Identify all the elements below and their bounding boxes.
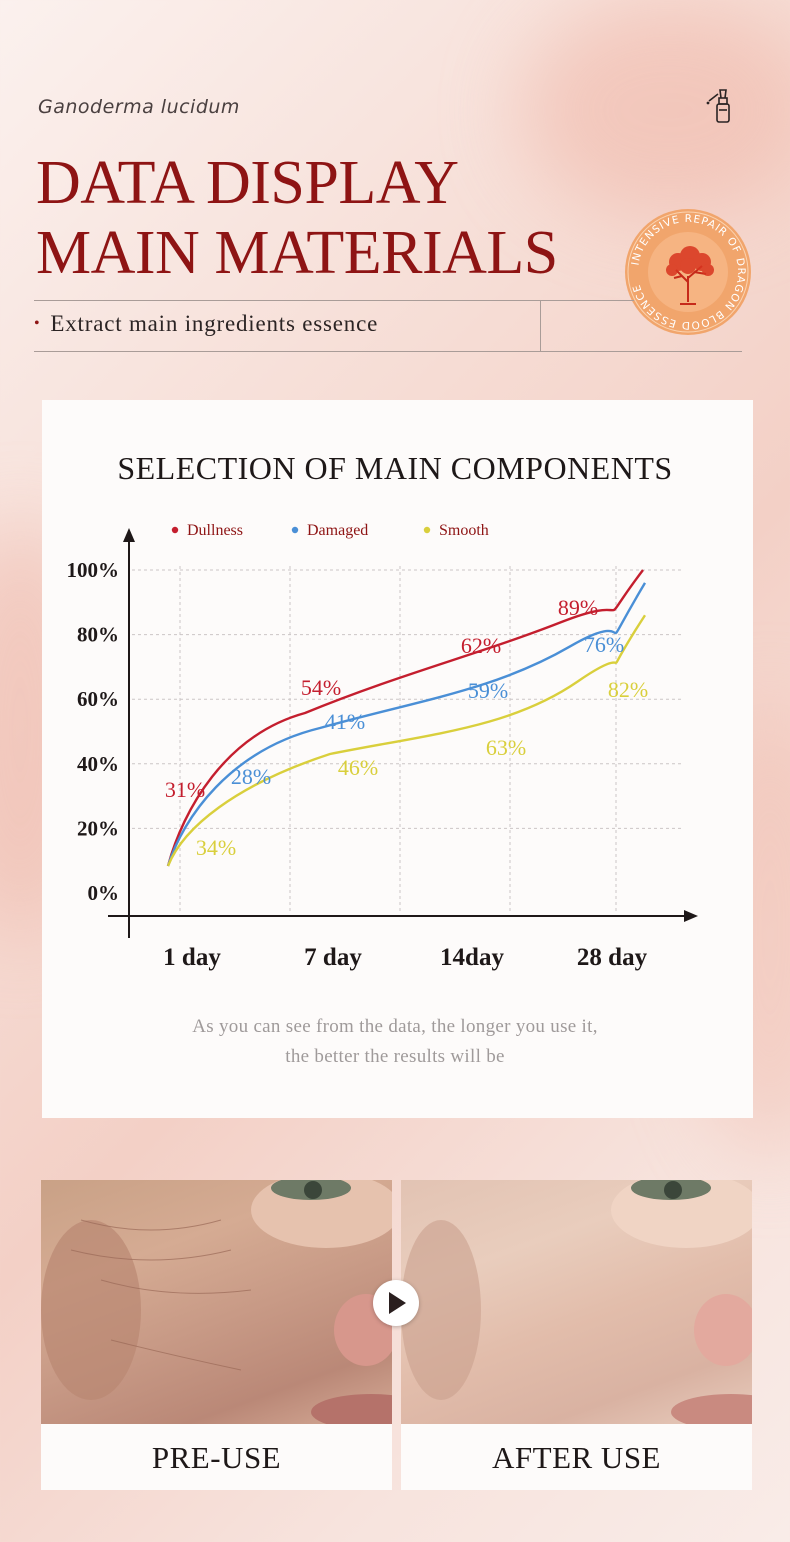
data-label-dullness: 62% [461,633,501,658]
y-tick-label: 60% [77,687,119,711]
subtitle: • Extract main ingredients essence [34,311,379,336]
dragon-blood-seal: INTENSIVE REPAIR OF DRAGON BLOOD ESSENCE [625,209,751,335]
legend-dot-smooth [423,526,431,534]
legend-label-smooth: Smooth [439,522,489,539]
data-label-damaged: 76% [584,632,624,657]
data-label-damaged: 41% [325,709,365,734]
data-label-smooth: 34% [196,835,236,860]
after-label: AFTER USE [492,1440,661,1475]
chart-title: SELECTION OF MAIN COMPONENTS [117,450,673,486]
legend-dot-damaged [291,526,299,534]
chart-panel [42,400,753,1118]
divider-bottom [34,351,742,352]
after-label-box [401,1424,752,1490]
series-line-damaged [166,582,647,867]
compare-play-button[interactable] [373,1280,419,1326]
divider-vertical [540,300,541,352]
brand-tagline: Ganoderma lucidum [38,96,240,118]
series-line-smooth [166,614,647,867]
legend-label-damaged: Damaged [307,522,368,539]
tree-icon [673,265,707,305]
divider-top [34,300,634,301]
caption-line1: As you can see from the data, the longer… [192,1016,598,1037]
x-tick-label: 7 day [304,944,362,971]
before-photo [41,1180,392,1424]
data-label-dullness: 31% [165,777,205,802]
data-label-dullness: 54% [301,675,341,700]
data-label-smooth: 82% [608,677,648,702]
after-photo [401,1180,752,1424]
before-label-box [41,1424,392,1490]
y-tick-label: 20% [77,816,119,840]
y-tick-label: 100% [67,558,120,582]
x-tick-label: 1 day [163,944,221,971]
data-label-damaged: 28% [231,764,271,789]
legend-dot-dullness [171,526,179,534]
subtitle-text: Extract main ingredients essence [50,311,379,336]
data-label-smooth: 63% [486,735,526,760]
y-tick-label: 80% [77,623,119,647]
y-tick-label: 0% [88,881,120,905]
dropper-bottle-icon [706,89,730,123]
data-label-damaged: 59% [468,678,508,703]
x-tick-label: 14day [440,944,504,971]
y-tick-label: 40% [77,752,119,776]
before-label: PRE-USE [151,1440,282,1475]
data-label-dullness: 89% [558,595,598,620]
series-line-dullness [166,569,644,867]
data-label-smooth: 46% [338,755,378,780]
page-title-line1: DATA DISPLAY [36,149,459,217]
x-axis-arrow [684,910,698,922]
page-title-line2: MAIN MATERIALS [36,219,558,287]
caption-line2: the better the results will be [285,1046,505,1067]
legend-label-dullness: Dullness [187,522,243,539]
y-axis-arrow [123,528,135,542]
x-tick-label: 28 day [577,944,648,971]
